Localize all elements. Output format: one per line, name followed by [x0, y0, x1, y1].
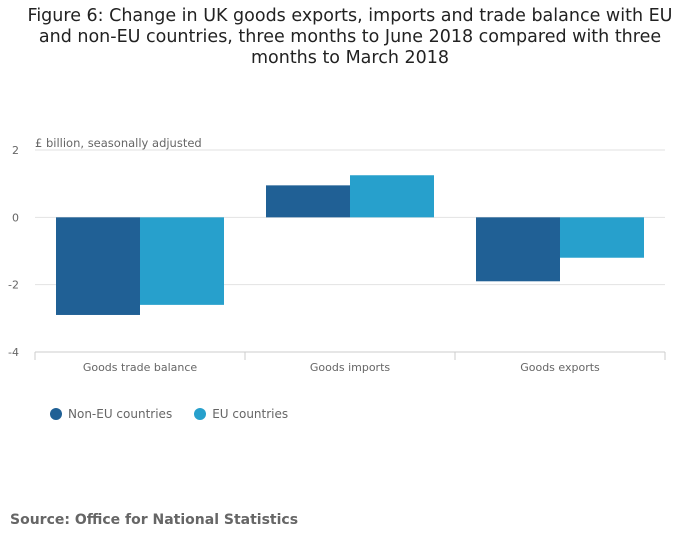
bar-non-eu-countries-0: [56, 217, 140, 315]
bar-eu-countries-2: [560, 217, 644, 258]
y-tick-label: 2: [12, 144, 19, 157]
legend-label-eu: EU countries: [212, 407, 289, 421]
bar-chart: 2 0 -2 -4 Goods trade balance Goods imports Go…: [8, 136, 666, 374]
legend-label-non-eu: Non-EU countries: [68, 407, 173, 421]
y-tick-label: -2: [8, 279, 19, 292]
y-tick-label: -4: [8, 346, 19, 359]
y-tick-label: 0: [12, 211, 19, 224]
bar-eu-countries-0: [140, 217, 224, 305]
source-note: Source: Office for National Statistics: [10, 512, 299, 528]
legend-dot-non-eu: [50, 408, 62, 420]
legend-item-eu: EU countries: [194, 407, 288, 421]
bar-eu-countries-1: [350, 175, 434, 218]
chart-title: Figure 6: Change in UK goods exports, im…: [27, 6, 673, 68]
legend-item-non-eu: Non-EU countries: [50, 407, 172, 421]
bar-non-eu-countries-1: [266, 185, 350, 218]
legend-dot-eu: [194, 408, 207, 420]
x-tick-label: Goods trade balance: [83, 361, 198, 374]
x-tick-label: Goods exports: [520, 361, 600, 374]
y-axis-label: £ billion, seasonally adjusted: [35, 136, 202, 150]
legend: Non-EU countries EU countries: [50, 407, 310, 421]
x-tick-label: Goods imports: [310, 361, 391, 374]
bar-non-eu-countries-2: [476, 217, 560, 282]
